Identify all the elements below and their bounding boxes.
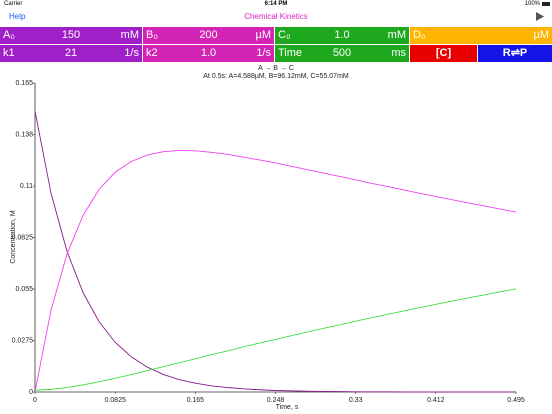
param-label: k2	[146, 47, 158, 59]
param-d0[interactable]: D₀ µM	[410, 27, 552, 44]
param-value: 1.0	[200, 47, 217, 59]
param-unit: mM	[387, 29, 406, 41]
help-button[interactable]: Help	[9, 12, 26, 21]
series-line	[34, 149, 517, 392]
param-b0[interactable]: B₀ 200 µM	[143, 27, 274, 44]
param-c0[interactable]: C₀ 1.0 mM	[275, 27, 409, 44]
y-tick-label: 0.138	[15, 131, 33, 138]
y-axis-label: Concentration, M	[10, 210, 17, 263]
chart-subtitle: At 0.5s: A=4.588µM, B=96.12mM, C=55.07mM	[203, 73, 349, 80]
param-value: 150	[61, 29, 81, 41]
param-label: D₀	[413, 29, 426, 41]
x-tick-label: 0	[33, 397, 37, 404]
carrier: Carrier	[4, 1, 23, 7]
clock: 6:14 PM	[264, 1, 288, 7]
x-axis-label: Time, s	[276, 404, 299, 411]
x-tick-label: 0.412	[427, 397, 445, 404]
param-label: C₀	[278, 29, 291, 41]
param-label: k1	[3, 47, 15, 59]
param-label: B₀	[146, 29, 158, 41]
param-unit: µM	[255, 29, 271, 41]
series-line	[34, 111, 516, 393]
param-unit: 1/s	[256, 47, 271, 59]
y-tick-label: 0.11	[20, 183, 33, 190]
app-title: Chemical Kinetics	[244, 12, 308, 21]
chart-title: A → B → C	[258, 65, 294, 72]
reversible-button[interactable]: R⇌P	[478, 45, 552, 62]
param-value: 200	[199, 29, 218, 41]
battery-icon	[542, 2, 550, 6]
series-line	[34, 288, 517, 391]
y-tick-label: 0.055	[15, 286, 33, 293]
param-value: 1.0	[334, 29, 350, 41]
concentration-button[interactable]: [C]	[410, 45, 477, 62]
x-tick-label: 0.165	[187, 397, 205, 404]
x-tick-label: 0.248	[267, 397, 285, 404]
param-k2[interactable]: k2 1.0 1/s	[143, 45, 274, 62]
param-label: Time	[278, 47, 303, 59]
param-label: A₀	[3, 29, 15, 41]
param-time[interactable]: Time 500 ms	[275, 45, 409, 62]
x-tick-label: 0.495	[507, 397, 525, 404]
y-tick-label: 0.0825	[12, 234, 34, 241]
param-value: 21	[64, 47, 78, 59]
y-tick-label: 0.165	[15, 80, 33, 87]
y-tick-label: 0.0275	[12, 337, 34, 344]
param-value: 500	[332, 47, 352, 59]
param-unit: ms	[391, 47, 406, 59]
x-tick-label: 0.33	[349, 397, 363, 404]
param-a0[interactable]: A₀ 150 mM	[0, 27, 142, 44]
param-unit: 1/s	[124, 47, 139, 59]
param-k1[interactable]: k1 21 1/s	[0, 45, 142, 62]
y-tick-label: 0	[29, 389, 33, 396]
param-unit: µM	[533, 29, 549, 41]
x-tick-label: 0.0825	[104, 397, 126, 404]
play-button[interactable]	[535, 11, 545, 22]
param-unit: mM	[120, 29, 139, 41]
battery: 100%	[524, 1, 540, 7]
